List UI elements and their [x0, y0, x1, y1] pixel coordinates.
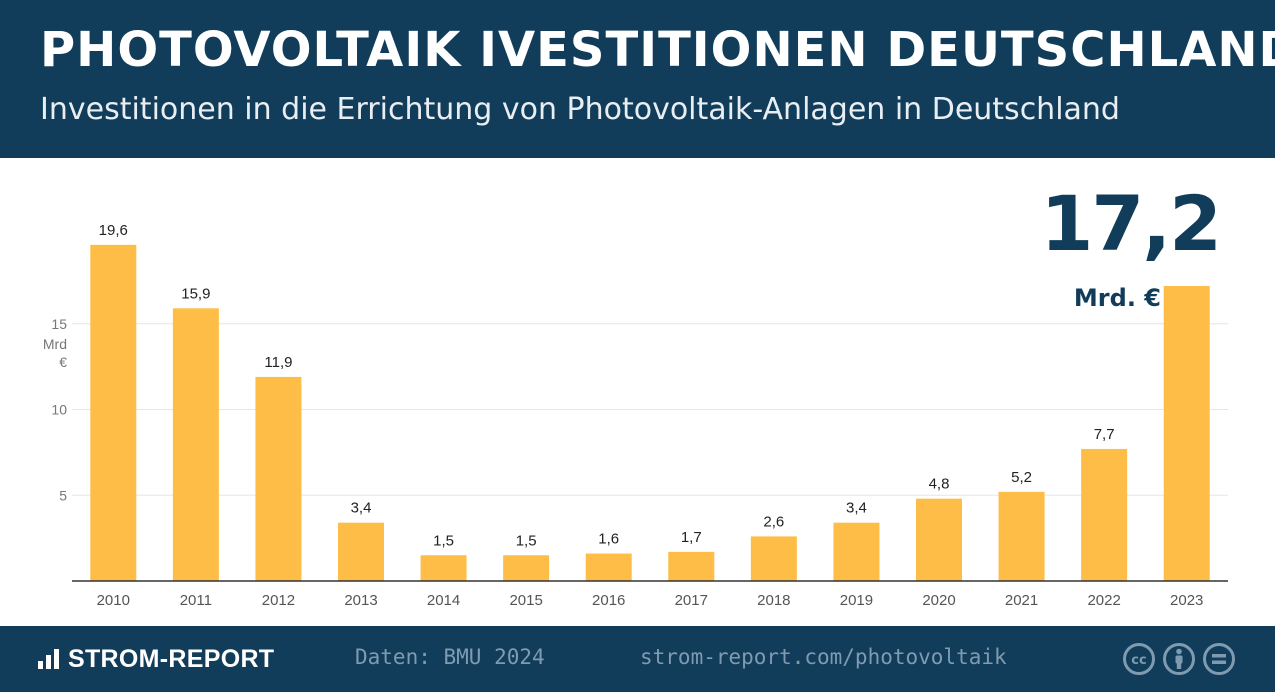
x-tick-label: 2015 [509, 592, 542, 609]
bar [503, 555, 550, 581]
y-tick-label: 15 [51, 316, 67, 332]
y-axis-label: € [59, 354, 67, 370]
bar-value-label: 5,2 [1011, 469, 1032, 486]
x-tick-label: 2019 [840, 592, 873, 609]
bar-value-label: 3,4 [351, 500, 372, 517]
x-tick-label: 2011 [180, 592, 212, 609]
bar [1081, 448, 1128, 581]
y-tick-label: 5 [59, 487, 67, 503]
bar [833, 522, 880, 581]
chart-area: 5 10 15 Mrd €19,6 2010 15,9 2011 11,9 2012 3,4 2013… [0, 158, 1275, 626]
x-tick-label: 2016 [592, 592, 625, 609]
bar-chart: 5 10 15 Mrd €19,6 2010 15,9 2011 11,9 2012 3,4 2013… [43, 222, 1228, 609]
bar [998, 491, 1045, 581]
source-url[interactable]: strom-report.com/photovoltaik [640, 645, 1007, 669]
cc-icon: cc [1123, 643, 1155, 675]
bar [420, 555, 467, 581]
footer-bar: STROM-REPORT Daten: BMU 2024 strom-repor… [0, 626, 1275, 692]
y-axis-label: Mrd [43, 336, 67, 352]
x-tick-label: 2020 [922, 592, 955, 609]
highlight-unit: Mrd. € [1073, 284, 1161, 312]
bar-chart-icon [38, 649, 60, 669]
bar-value-label: 3,4 [846, 500, 867, 517]
svg-text:cc: cc [1131, 653, 1146, 668]
page-title: PHOTOVOLTAIK IVESTITIONEN DEUTSCHLAND [40, 22, 1275, 78]
y-tick-label: 10 [51, 402, 67, 418]
bar-value-label: 4,8 [929, 476, 950, 493]
x-tick-label: 2021 [1005, 592, 1038, 609]
bar [255, 376, 302, 581]
bar [172, 308, 219, 581]
bar [338, 522, 384, 581]
bar-value-label: 2,6 [763, 513, 784, 530]
x-tick-label: 2023 [1170, 592, 1203, 609]
bar [585, 553, 632, 581]
data-source: Daten: BMU 2024 [355, 645, 545, 669]
bar-value-label: 15,9 [181, 285, 210, 302]
brand-name: STROM-REPORT [68, 644, 275, 673]
bar-value-label: 11,9 [264, 354, 292, 371]
bar-value-label: 1,5 [433, 532, 454, 549]
x-tick-label: 2013 [344, 592, 377, 609]
x-tick-label: 2012 [262, 592, 295, 609]
highlight-value: 17,2 [1040, 179, 1222, 268]
header-banner: PHOTOVOLTAIK IVESTITIONEN DEUTSCHLAND In… [0, 0, 1275, 158]
x-tick-label: 2014 [427, 592, 460, 609]
bar-value-label: 19,6 [99, 222, 128, 239]
bar [1163, 286, 1210, 581]
x-tick-label: 2010 [97, 592, 130, 609]
brand-logo[interactable]: STROM-REPORT [38, 644, 274, 674]
bar [916, 498, 962, 581]
page-subtitle: Investitionen in die Errichtung von Phot… [40, 92, 1120, 127]
bar-value-label: 1,7 [681, 529, 702, 546]
bar [90, 244, 137, 582]
x-tick-label: 2018 [757, 592, 790, 609]
bar [750, 536, 797, 581]
bar [668, 551, 715, 581]
bar-value-label: 7,7 [1094, 426, 1115, 443]
by-icon [1163, 643, 1195, 675]
bar-value-label: 1,5 [516, 532, 537, 549]
bar-value-label: 1,6 [598, 531, 619, 548]
license-icons[interactable]: cc [1122, 642, 1236, 676]
nd-icon [1203, 643, 1235, 675]
x-tick-label: 2017 [675, 592, 708, 609]
x-tick-label: 2022 [1087, 592, 1120, 609]
